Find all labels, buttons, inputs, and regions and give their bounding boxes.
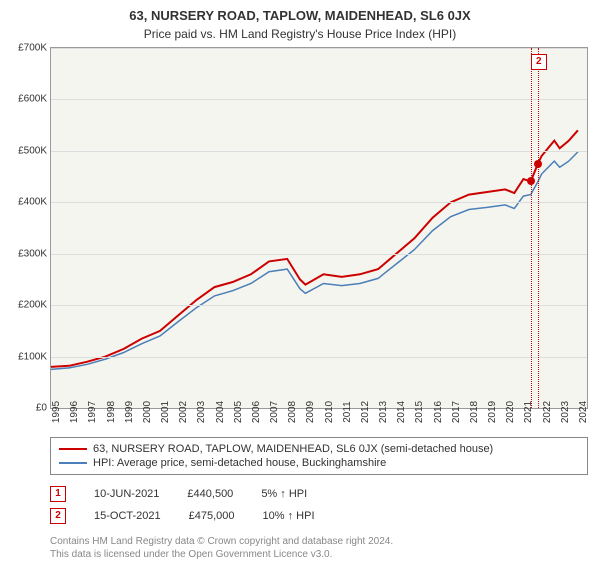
gridline <box>51 305 587 306</box>
x-axis-label: 2000 <box>142 401 153 423</box>
gridline <box>51 151 587 152</box>
x-axis-label: 2019 <box>487 401 498 423</box>
y-axis-label: £200K <box>18 300 47 311</box>
x-axis-label: 2015 <box>414 401 425 423</box>
data-point-dot <box>527 177 535 185</box>
y-axis-label: £500K <box>18 145 47 156</box>
transaction-price: £475,000 <box>189 510 235 522</box>
x-axis-label: 2001 <box>160 401 171 423</box>
x-axis-label: 2020 <box>505 401 516 423</box>
gridline <box>51 202 587 203</box>
chart-container: 63, NURSERY ROAD, TAPLOW, MAIDENHEAD, SL… <box>0 0 600 560</box>
gridline <box>51 357 587 358</box>
footnote-line: Contains HM Land Registry data © Crown c… <box>50 535 588 548</box>
x-axis-label: 2012 <box>360 401 371 423</box>
transaction-price: £440,500 <box>187 488 233 500</box>
x-axis-label: 2006 <box>251 401 262 423</box>
x-axis-label: 2013 <box>378 401 389 423</box>
legend-row: 63, NURSERY ROAD, TAPLOW, MAIDENHEAD, SL… <box>59 442 579 456</box>
transaction-marker-box: 1 <box>50 486 66 502</box>
legend-row: HPI: Average price, semi-detached house,… <box>59 456 579 470</box>
x-axis-label: 2003 <box>196 401 207 423</box>
gridline <box>51 254 587 255</box>
legend-swatch <box>59 448 87 450</box>
legend-box: 63, NURSERY ROAD, TAPLOW, MAIDENHEAD, SL… <box>50 437 588 475</box>
y-axis-label: £400K <box>18 197 47 208</box>
series-line <box>51 130 578 367</box>
x-axis-label: 2017 <box>451 401 462 423</box>
x-axis-label: 2007 <box>269 401 280 423</box>
x-axis-label: 2002 <box>178 401 189 423</box>
footnote: Contains HM Land Registry data © Crown c… <box>50 535 588 561</box>
legend-swatch <box>59 462 87 464</box>
transaction-pct: 10% ↑ HPI <box>263 510 315 522</box>
gridline <box>51 48 587 49</box>
x-axis-label: 1995 <box>51 401 62 423</box>
x-axis-label: 2008 <box>287 401 298 423</box>
x-axis-label: 1998 <box>106 401 117 423</box>
x-axis-label: 2021 <box>523 401 534 423</box>
x-axis-label: 2014 <box>396 401 407 423</box>
x-axis-label: 1997 <box>87 401 98 423</box>
transaction-row: 1 10-JUN-2021 £440,500 5% ↑ HPI <box>50 483 588 505</box>
x-axis-label: 2023 <box>560 401 571 423</box>
x-axis-label: 1996 <box>69 401 80 423</box>
transaction-date: 10-JUN-2021 <box>94 488 159 500</box>
x-axis-label: 2010 <box>324 401 335 423</box>
x-axis-label: 2022 <box>542 401 553 423</box>
transaction-row: 2 15-OCT-2021 £475,000 10% ↑ HPI <box>50 505 588 527</box>
page-title: 63, NURSERY ROAD, TAPLOW, MAIDENHEAD, SL… <box>0 0 600 23</box>
x-axis-label: 1999 <box>124 401 135 423</box>
transaction-rows: 1 10-JUN-2021 £440,500 5% ↑ HPI 2 15-OCT-2021… <box>50 483 588 527</box>
x-axis-label: 2009 <box>305 401 316 423</box>
footnote-line: This data is licensed under the Open Gov… <box>50 548 588 561</box>
legend-label: 63, NURSERY ROAD, TAPLOW, MAIDENHEAD, SL… <box>93 443 493 455</box>
legend-label: HPI: Average price, semi-detached house,… <box>93 457 386 469</box>
transaction-date: 15-OCT-2021 <box>94 510 161 522</box>
x-axis-label: 2005 <box>233 401 244 423</box>
y-axis-label: £300K <box>18 248 47 259</box>
marker-vline <box>531 48 532 408</box>
x-axis-label: 2011 <box>342 401 353 423</box>
marker-label-box: 2 <box>531 54 547 70</box>
y-axis-label: £0 <box>36 403 47 414</box>
marker-vline <box>538 48 539 408</box>
data-point-dot <box>534 160 542 168</box>
x-axis-label: 2024 <box>578 401 589 423</box>
transaction-marker-box: 2 <box>50 508 66 524</box>
gridline <box>51 99 587 100</box>
x-axis-label: 2018 <box>469 401 480 423</box>
series-line <box>51 152 578 370</box>
page-subtitle: Price paid vs. HM Land Registry's House … <box>0 23 600 47</box>
x-axis-label: 2016 <box>433 401 444 423</box>
chart-lines-svg <box>51 48 587 408</box>
x-axis-label: 2004 <box>215 401 226 423</box>
y-axis-label: £100K <box>18 351 47 362</box>
transaction-pct: 5% ↑ HPI <box>261 488 307 500</box>
y-axis-label: £700K <box>18 43 47 54</box>
chart-plot-area: £0£100K£200K£300K£400K£500K£600K£700K199… <box>50 47 588 409</box>
y-axis-label: £600K <box>18 94 47 105</box>
